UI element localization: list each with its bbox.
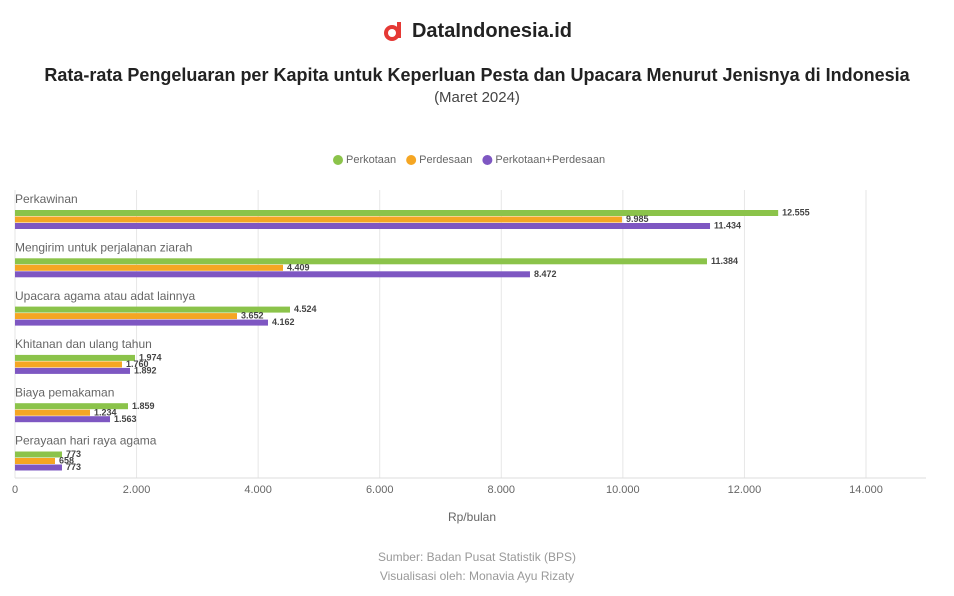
- bar: [15, 409, 91, 416]
- header: DataIndonesia.id Rata-rata Pengeluaran p…: [0, 20, 954, 106]
- data-label: 1.760: [126, 359, 149, 369]
- data-label: 4.524: [294, 304, 317, 314]
- legend-swatch: [333, 155, 343, 165]
- source: Sumber: Badan Pusat Statistik (BPS): [378, 550, 576, 564]
- data-label: 1.234: [94, 407, 117, 417]
- bar: [15, 264, 284, 271]
- chart-subtitle: (Maret 2024): [434, 88, 520, 106]
- data-label: 1.974: [139, 353, 162, 363]
- data-label: 11.384: [711, 256, 738, 266]
- chart-title: Rata-rata Pengeluaran per Kapita untuk K…: [44, 64, 910, 85]
- category-label: Perkawinan: [15, 192, 78, 206]
- category-label: Mengirim untuk perjalanan ziarah: [15, 240, 192, 254]
- x-tick-label: 2.000: [123, 484, 151, 496]
- data-label: 1.563: [114, 414, 137, 424]
- bar: [15, 361, 122, 368]
- logo: [383, 21, 401, 41]
- x-tick-label: 14.000: [849, 484, 883, 496]
- bar: [15, 464, 62, 471]
- x-tick-label: 0: [12, 484, 18, 496]
- bar: [15, 319, 268, 326]
- bar: [15, 416, 111, 423]
- data-label: 773: [66, 462, 81, 472]
- x-tick-label: 6.000: [366, 484, 394, 496]
- bar: [15, 354, 135, 361]
- bar: [15, 271, 530, 278]
- bar: [15, 216, 622, 223]
- brand-name: DataIndonesia.id: [411, 20, 573, 42]
- data-label: 658: [59, 456, 74, 466]
- x-axis-title: Rp/bulan: [448, 510, 496, 524]
- x-tick-label: 10.000: [606, 484, 640, 496]
- data-label: 1.859: [132, 401, 155, 411]
- legend-swatch: [406, 155, 417, 165]
- bar: [15, 210, 779, 216]
- category-label: Upacara agama atau adat lainnya: [15, 289, 195, 303]
- bar: [15, 367, 131, 374]
- data-label: 1.892: [134, 366, 157, 376]
- category-label: Biaya pemakaman: [15, 385, 114, 399]
- legend-label: Perkotaan: [346, 154, 396, 166]
- category-label: Perayaan hari raya agama: [15, 434, 157, 448]
- bar: [15, 451, 62, 458]
- bar: [15, 306, 290, 313]
- x-tick-label: 4.000: [244, 484, 272, 496]
- legend-swatch: [482, 155, 493, 165]
- data-label: 8.472: [534, 269, 557, 279]
- credit: Visualisasi oleh: Monavia Ayu Rizaty: [380, 569, 574, 583]
- bar: [15, 313, 237, 320]
- data-label: 3.652: [241, 311, 264, 321]
- x-tick-label: 12.000: [728, 484, 762, 496]
- data-label: 773: [66, 449, 81, 459]
- data-label: 9.985: [626, 214, 649, 224]
- data-label: 11.434: [714, 221, 741, 231]
- data-label: 12.555: [782, 208, 810, 218]
- bar: [15, 458, 55, 464]
- legend-label: Perdesaan: [419, 154, 472, 166]
- category-label: Khitanan dan ulang tahun: [15, 337, 152, 351]
- bar: [15, 223, 711, 229]
- data-label: 4.162: [272, 317, 295, 327]
- bar: [15, 258, 707, 265]
- bar: [15, 403, 129, 410]
- x-tick-label: 8.000: [488, 484, 516, 496]
- brand: DataIndonesia.id: [382, 20, 572, 43]
- legend-label: Perkotaan+Perdesaan: [495, 154, 605, 166]
- data-label: 4.409: [287, 262, 310, 272]
